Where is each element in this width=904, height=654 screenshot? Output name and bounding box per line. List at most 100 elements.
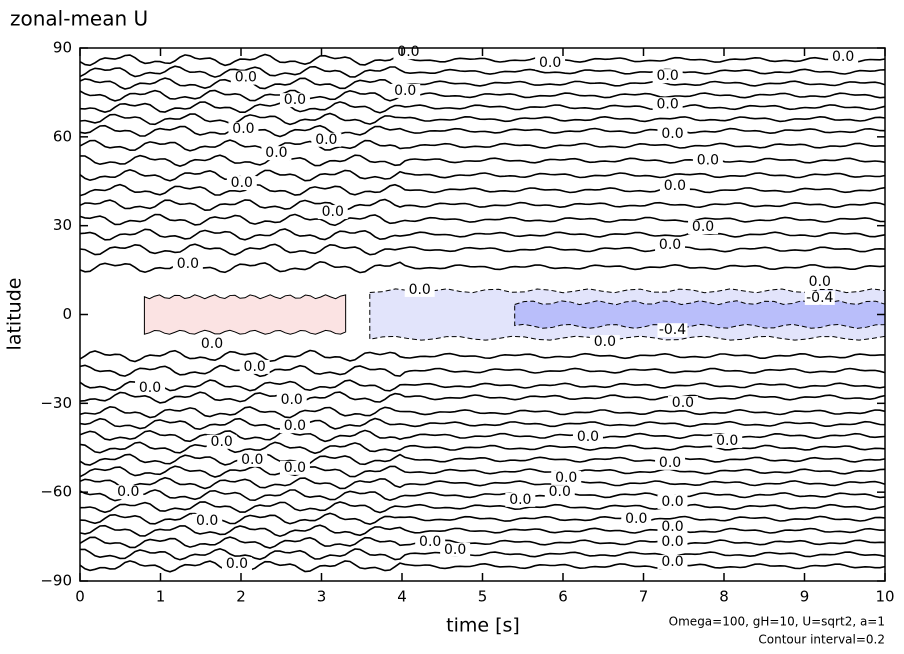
contour-label: 0.0 <box>549 484 571 500</box>
contour-label-bg <box>657 520 688 535</box>
contour-label: 0.0 <box>201 336 223 352</box>
y-tick-label: −90 <box>40 572 72 590</box>
contour-label: 0.0 <box>196 513 218 529</box>
contour-label: 0.0 <box>659 455 681 471</box>
contour-label-bg <box>505 492 536 507</box>
contour-label: 0.0 <box>284 418 306 434</box>
contour-line <box>79 260 886 274</box>
contour-label: 0.0 <box>661 494 683 510</box>
contour-label-bg <box>135 380 166 395</box>
x-axis-label: time [s] <box>446 615 520 637</box>
contour-label: 0.0 <box>657 68 679 84</box>
annotation: Contour interval=0.2 <box>758 633 885 647</box>
contour-line <box>79 560 886 573</box>
contour-line <box>79 139 885 152</box>
contour-line <box>79 124 886 138</box>
contour-label: 0.0 <box>664 178 686 194</box>
contour-line <box>79 476 886 490</box>
contour-label: 0.0 <box>444 542 466 558</box>
contour-line <box>79 536 886 549</box>
contour-label: 0.0 <box>577 429 599 445</box>
contour-line <box>79 168 886 182</box>
contour-label: 0.0 <box>659 237 681 253</box>
contour-label-bg <box>655 237 686 252</box>
y-tick-label: −60 <box>40 483 72 501</box>
contour-label: 0.0 <box>809 274 831 290</box>
contour-line <box>79 379 886 392</box>
contour-label: 0.0 <box>284 460 306 476</box>
contour-label-bg <box>652 97 683 112</box>
chart-title: zonal-mean U <box>10 7 148 31</box>
x-tick-label: 4 <box>397 588 407 606</box>
contour-label: -0.4 <box>659 322 686 338</box>
contour-label-bg <box>551 470 582 485</box>
contour-label-bg <box>230 70 261 85</box>
contour-label-bg <box>655 455 686 470</box>
contour-line <box>79 228 886 241</box>
contour-label-bg <box>276 393 307 408</box>
contour-label: 0.0 <box>832 49 854 65</box>
contour-label: 0.0 <box>139 380 161 396</box>
contour-label: 0.0 <box>661 534 683 550</box>
contour-line <box>79 524 886 538</box>
contour-line <box>79 417 886 431</box>
contour-label-bg <box>317 205 348 220</box>
contour-line <box>79 53 886 67</box>
contour-label-bg <box>572 430 603 445</box>
contour-label: 0.0 <box>281 392 303 408</box>
contour-line <box>79 465 886 478</box>
x-tick-label: 1 <box>156 588 166 606</box>
contour-label-bg <box>113 485 144 500</box>
x-tick-label: 5 <box>478 588 488 606</box>
contour-label-bg <box>279 460 310 475</box>
x-tick-label: 8 <box>719 588 729 606</box>
contour-label-bg <box>652 69 683 84</box>
contour-label-bg <box>657 126 688 141</box>
contour-label-bg <box>261 146 292 161</box>
contour-label-bg <box>621 511 652 526</box>
contour-label-bg <box>657 323 688 338</box>
contour-label-bg <box>692 153 723 168</box>
contour-label: 0.0 <box>394 83 416 99</box>
contour-label: 0.0 <box>419 534 441 550</box>
contour-label: 0.0 <box>657 96 679 112</box>
contour-label: 0.0 <box>661 519 683 535</box>
x-tick-label: 0 <box>75 588 85 606</box>
contour-line <box>79 453 886 466</box>
contour-label-bg <box>192 513 223 528</box>
contour-label: 0.0 <box>692 219 714 235</box>
contour-label: 0.0 <box>231 175 253 191</box>
contour-label-bg <box>390 83 421 98</box>
contour-label-bg <box>804 290 835 305</box>
annotation: Omega=100, gH=10, U=sqrt2, a=1 <box>669 615 885 629</box>
contour-label: 0.0 <box>226 556 248 572</box>
contour-label: 0.0 <box>625 511 647 527</box>
contour-label: 0.0 <box>509 492 531 508</box>
contour-line <box>79 243 886 256</box>
contour-label: 0.0 <box>397 44 419 60</box>
y-tick-label: 0 <box>62 305 72 323</box>
contour-label-bg <box>415 534 446 549</box>
y-axis-label: latitude <box>4 278 26 351</box>
contour-line <box>79 489 886 502</box>
contour-label-bg <box>659 178 690 193</box>
contour-line <box>79 77 886 90</box>
contour-line <box>79 198 886 212</box>
contour-label-bg <box>206 434 237 449</box>
contour-label-bg <box>311 132 342 147</box>
contour-label-bg <box>535 55 566 70</box>
contour-line <box>79 112 886 126</box>
contour-label-bg <box>667 396 698 411</box>
contour-label: 0.0 <box>177 256 199 272</box>
contour-label-bg <box>279 419 310 434</box>
contour-label: 0.0 <box>594 334 616 350</box>
contour-label: 0.0 <box>265 145 287 161</box>
contour-label-bg <box>237 452 268 467</box>
contour-line <box>79 405 886 419</box>
contour-label-bg <box>221 557 252 572</box>
contour-label-bg <box>589 335 620 350</box>
x-tick-label: 3 <box>317 588 327 606</box>
contour-label-bg <box>657 555 688 570</box>
contour-line <box>79 441 886 455</box>
contour-label-bg <box>228 122 259 137</box>
